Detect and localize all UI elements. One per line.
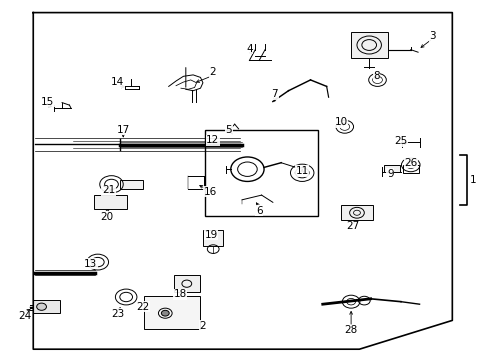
Text: 9: 9 — [386, 168, 393, 179]
Text: 17: 17 — [116, 125, 130, 135]
Bar — [205, 130, 317, 216]
Text: 5: 5 — [225, 125, 232, 135]
Bar — [94, 195, 127, 209]
Text: 7: 7 — [271, 89, 278, 99]
Text: 20: 20 — [100, 212, 113, 222]
Bar — [203, 230, 223, 246]
Text: 22: 22 — [136, 302, 149, 312]
Bar — [403, 165, 418, 173]
Text: 1: 1 — [469, 175, 476, 185]
Text: 14: 14 — [110, 77, 124, 87]
Text: 2: 2 — [199, 321, 206, 331]
Text: 23: 23 — [111, 309, 125, 319]
Text: 3: 3 — [428, 31, 435, 41]
Bar — [33, 300, 60, 313]
Text: 24: 24 — [18, 311, 31, 321]
Text: 10: 10 — [334, 117, 347, 127]
Bar — [144, 296, 200, 329]
Text: 28: 28 — [344, 325, 357, 336]
Text: 26: 26 — [403, 158, 417, 168]
Text: 12: 12 — [205, 135, 219, 145]
Text: 15: 15 — [41, 96, 55, 107]
Text: 18: 18 — [173, 289, 186, 300]
Bar — [383, 165, 399, 172]
Text: 4: 4 — [245, 44, 252, 54]
Text: 21: 21 — [102, 185, 115, 195]
Bar — [341, 205, 372, 220]
Text: 16: 16 — [203, 186, 217, 197]
Bar — [173, 275, 200, 292]
Text: 13: 13 — [83, 258, 97, 269]
Text: 6: 6 — [255, 206, 262, 216]
Bar — [350, 32, 387, 58]
Circle shape — [37, 303, 46, 310]
Text: 27: 27 — [346, 221, 359, 231]
Text: 11: 11 — [295, 166, 308, 176]
Bar — [120, 180, 143, 189]
Text: 19: 19 — [204, 230, 218, 240]
Text: 8: 8 — [372, 71, 379, 81]
Circle shape — [161, 310, 169, 316]
Text: 25: 25 — [393, 136, 407, 146]
Text: 2: 2 — [209, 67, 216, 77]
